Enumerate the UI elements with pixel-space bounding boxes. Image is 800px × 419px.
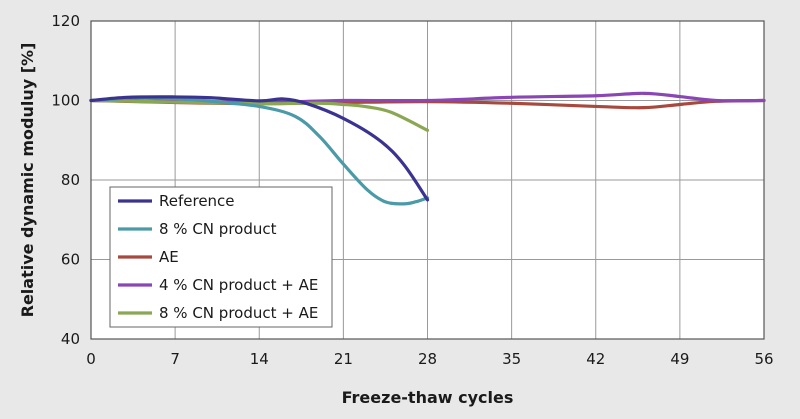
y-tick-label: 40 — [61, 330, 80, 348]
x-tick-label: 49 — [670, 350, 689, 368]
legend: Reference 8 % CN product AE 4 % CN product … — [109, 186, 333, 328]
y-tick-label: 100 — [51, 92, 80, 110]
series-line-8-cn-product-ae — [89, 98, 430, 132]
x-tick-label: 35 — [502, 350, 521, 368]
y-tick-labels: 40 60 80 100 120 — [51, 12, 80, 348]
legend-label: 8 % CN product + AE — [159, 304, 318, 322]
y-tick-label: 120 — [51, 12, 80, 30]
y-tick-label: 80 — [61, 171, 80, 189]
x-tick-label: 42 — [586, 350, 605, 368]
plot-border — [90, 20, 765, 340]
legend-label: 4 % CN product + AE — [159, 276, 318, 294]
series-line-reference — [89, 95, 430, 202]
legend-label: 8 % CN product — [159, 220, 277, 238]
series-lines — [89, 91, 766, 206]
x-tick-label: 28 — [418, 350, 437, 368]
x-tick-label: 21 — [334, 350, 353, 368]
y-tick-label: 60 — [61, 251, 80, 269]
x-tick-label: 14 — [250, 350, 269, 368]
x-tick-label: 56 — [754, 350, 773, 368]
x-tick-label: 0 — [86, 350, 96, 368]
x-axis-title: Freeze-thaw cycles — [342, 388, 514, 407]
legend-entries: Reference 8 % CN product AE 4 % CN product … — [118, 192, 318, 322]
y-axis-title: Relative dynamic moduluy [%] — [18, 43, 37, 318]
x-tick-labels: 0 7 14 21 28 35 42 49 56 — [86, 350, 773, 368]
x-tick-label: 7 — [170, 350, 180, 368]
legend-label: Reference — [159, 192, 235, 210]
legend-label: AE — [159, 248, 179, 266]
